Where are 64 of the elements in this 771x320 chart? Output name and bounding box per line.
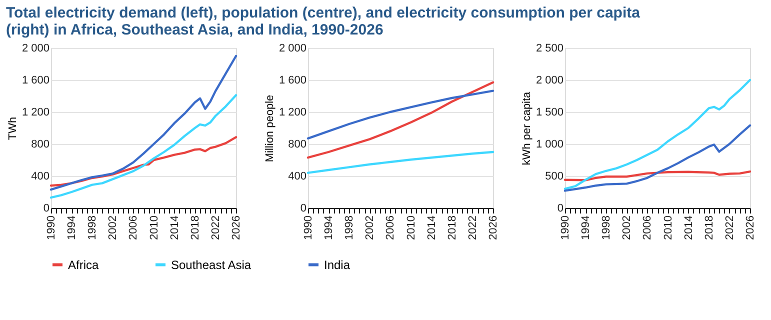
y-axis-title: Million people: [264, 94, 276, 162]
y-tick-label: 500: [545, 170, 564, 182]
text: Total electricity demand (left), population (centre), and electricity consumption per capita (right) in Africa, Southeast Asia, and India, 1990-2026: [6, 4, 641, 38]
y-tick-label: 2 000: [22, 42, 50, 54]
y-axis-title: TWh: [6, 116, 19, 140]
y-tick-label: 2 000: [536, 74, 564, 86]
line-series: [50, 54, 238, 191]
x-tick-label: 2014: [682, 216, 695, 240]
x-tick-label: 2010: [148, 216, 160, 240]
x-tick-label: 2026: [488, 216, 500, 240]
y-tick-label: 0: [43, 202, 50, 214]
x-tick-label: 2018: [703, 216, 716, 240]
line-series: [564, 78, 752, 190]
legend-label: Southeast Asia: [171, 258, 252, 272]
x-tick-label: 1998: [344, 216, 356, 240]
line-series: [306, 150, 494, 174]
line-series: [50, 136, 238, 187]
x-tick-label: 1994: [580, 216, 592, 240]
line-series: [564, 170, 752, 182]
x-tick-label: 2022: [210, 216, 222, 240]
x-tick-label: 2018: [446, 216, 458, 240]
x-tick-label: 1994: [66, 216, 78, 240]
y-tick-label: 400: [288, 170, 306, 182]
y-tick-label: 2 000: [278, 42, 306, 54]
y-tick-label: 1 600: [22, 74, 50, 86]
x-tick-label: 1998: [86, 216, 99, 240]
x-tick-label: 2026: [230, 216, 242, 240]
x-tick-label: 1994: [323, 216, 336, 240]
x-tick-label: 2010: [405, 216, 418, 240]
line-series: [306, 90, 494, 140]
x-tick-label: 2006: [384, 216, 397, 240]
legend-label: Africa: [68, 258, 99, 272]
x-tick-label: 2002: [364, 216, 376, 240]
legend-label: India: [324, 258, 350, 272]
y-tick-label: 400: [31, 170, 50, 182]
x-tick-label: 1990: [560, 216, 572, 240]
x-tick-label: 2006: [128, 216, 140, 240]
y-tick-label: 1 200: [22, 106, 50, 118]
y-axis-title: kWh per capita: [520, 90, 533, 166]
y-tick-label: 0: [300, 202, 306, 214]
x-tick-label: 1990: [302, 216, 314, 240]
line-series: [564, 124, 752, 192]
y-tick-label: 1 200: [278, 106, 306, 118]
x-tick-label: 2010: [662, 216, 674, 240]
x-tick-label: 2022: [724, 216, 736, 240]
x-tick-label: 2026: [744, 216, 756, 240]
y-tick-label: 1 600: [278, 74, 306, 86]
y-tick-label: 800: [288, 138, 306, 150]
y-tick-label: 2 500: [536, 42, 564, 54]
y-tick-label: 1 000: [536, 138, 564, 150]
x-tick-label: 2018: [189, 216, 202, 240]
line-series: [50, 94, 238, 199]
y-tick-label: 1 500: [536, 106, 564, 118]
y-tick-label: 0: [557, 202, 564, 214]
line-series: [306, 81, 494, 159]
x-tick-label: 2002: [621, 216, 634, 240]
x-tick-label: 2002: [107, 216, 120, 240]
x-tick-label: 2014: [426, 216, 438, 240]
x-tick-label: 2006: [642, 216, 654, 240]
x-tick-label: 2022: [466, 216, 479, 240]
x-tick-label: 2014: [168, 216, 181, 240]
x-tick-label: 1998: [600, 216, 613, 240]
y-tick-label: 800: [31, 138, 50, 150]
x-tick-label: 1990: [46, 216, 58, 240]
